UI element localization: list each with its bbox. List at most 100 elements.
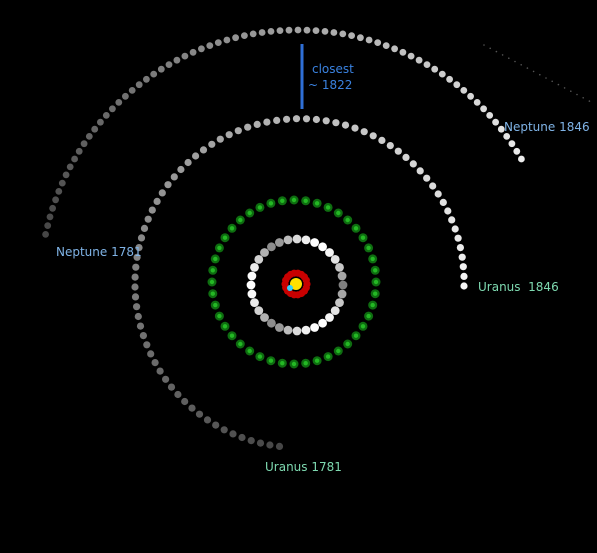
neptune-future-dot [539,73,541,76]
uranus-position-dot [459,263,467,271]
uranus-position-dot [302,115,311,123]
saturn-position-dot [246,280,256,290]
neptune-position-dot [460,87,468,94]
uranus-position-dot [244,123,252,131]
uranus-position-dot [312,115,320,124]
jupiter-position-core [336,210,341,216]
jupiter-position-core [222,235,228,240]
uranus-position-dot [144,215,152,223]
saturn-position-dot [325,248,334,257]
uranus-position-dot [273,116,281,124]
uranus-position-dot [139,332,147,340]
saturn-position-dot [292,234,302,244]
uranus-1846-label: Uranus 1846 [478,280,559,294]
neptune-position-dot [285,26,293,34]
uranus-position-dot [253,120,261,128]
uranus-position-dot [409,160,417,168]
neptune-position-dot [55,188,63,195]
neptune-position-dot [143,75,150,83]
neptune-position-dot [71,155,78,163]
saturn-position-dot [310,323,319,332]
neptune-position-dot [276,27,284,34]
uranus-position-dot [148,206,156,214]
neptune-1846-label: Neptune 1846 [504,120,590,134]
neptune-position-dot [66,163,74,171]
neptune-position-dot [312,27,320,34]
neptune-position-dot [75,147,83,155]
neptune-future-dot [508,57,510,59]
jupiter-position-core [213,256,218,262]
uranus-position-dot [429,182,437,190]
neptune-position-dot [44,222,52,230]
uranus-position-dot [153,197,161,205]
jupiter-position-core [268,358,274,363]
uranus-position-dot [203,416,212,424]
neptune-position-dot [181,52,189,60]
uranus-position-dot [402,153,410,161]
neptune-position-dot [198,45,205,53]
uranus-position-dot [439,198,447,206]
neptune-future-dot [576,93,578,96]
uranus-position-dot [454,234,462,242]
neptune-position-dot [508,140,516,148]
neptune-position-dot [232,34,240,42]
saturn-orbit-ring [246,234,348,336]
closest-label: closest [312,62,354,76]
neptune-position-dot [206,42,214,49]
uranus-position-dot [292,115,301,123]
sun-icon [290,278,302,290]
uranus-position-dot [451,225,459,233]
neptune-future-dot [520,64,522,66]
uranus-position-dot [133,303,141,311]
jupiter-position-core [209,279,215,285]
uranus-position-dot [147,350,155,358]
jupiter-position-core [373,291,378,296]
saturn-position-dot [335,263,344,272]
uranus-position-dot [162,375,170,383]
saturn-position-dot [254,255,264,264]
saturn-position-dot [318,242,327,252]
saturn-position-dot [335,298,344,307]
earth-dot [287,285,293,291]
saturn-position-dot [337,289,347,299]
uranus-position-dot [434,190,442,198]
saturn-position-dot [267,318,276,328]
uranus-position-dot [360,128,368,136]
uranus-position-dot [332,119,340,127]
uranus-position-dot [174,390,182,399]
uranus-position-dot [322,117,330,125]
neptune-position-dot [294,26,302,34]
jupiter-position-core [291,361,297,367]
uranus-position-dot [256,439,265,447]
neptune-position-dot [128,87,136,94]
neptune-future-dot [483,44,485,46]
saturn-position-dot [292,326,302,336]
saturn-position-dot [325,313,334,322]
jupiter-position-core [291,197,297,203]
jupiter-position-core [370,256,375,262]
uranus-position-dot [167,383,176,391]
uranus-position-dot [195,410,204,418]
uranus-position-dot [458,253,466,261]
neptune-position-dot [423,61,431,68]
jupiter-position-core [314,358,320,363]
uranus-position-dot [263,118,271,126]
uranus-position-dot [386,142,394,150]
saturn-position-dot [247,289,257,299]
neptune-position-dot [173,56,181,64]
jupiter-position-core [210,268,215,273]
neptune-future-dot [557,83,560,86]
jupiter-position-core [360,324,366,329]
neptune-position-dot [330,29,338,36]
neptune-position-dot [42,231,49,238]
jupiter-position-core [222,324,228,329]
neptune-position-dot [249,30,257,38]
neptune-future-dot [514,60,516,63]
jupiter-position-core [303,361,308,366]
uranus-position-dot [137,234,146,242]
neptune-position-dot [518,155,525,163]
neptune-future-dot [570,90,572,92]
uranus-position-dot [132,263,140,271]
neptune-position-dot [467,92,474,100]
neptune-position-dot [473,99,481,106]
